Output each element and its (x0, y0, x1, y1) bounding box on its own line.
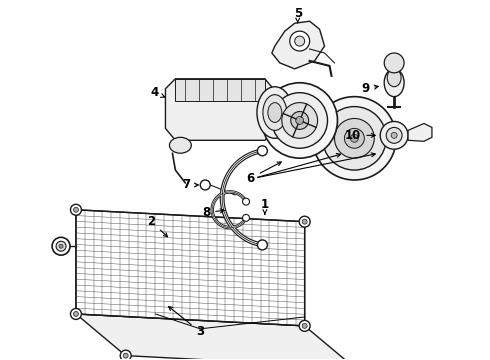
Text: 9: 9 (361, 82, 378, 95)
Circle shape (302, 323, 307, 328)
Circle shape (257, 240, 268, 250)
Text: 5: 5 (294, 7, 302, 23)
Text: 3: 3 (169, 307, 204, 338)
Circle shape (74, 311, 78, 316)
Circle shape (282, 103, 318, 138)
Circle shape (335, 118, 374, 158)
Circle shape (313, 96, 396, 180)
Circle shape (322, 107, 386, 170)
Ellipse shape (263, 95, 287, 130)
Circle shape (262, 83, 338, 158)
Circle shape (123, 353, 128, 358)
Circle shape (344, 129, 365, 148)
Polygon shape (76, 314, 354, 360)
Circle shape (299, 216, 310, 227)
Circle shape (74, 207, 78, 212)
Circle shape (391, 132, 397, 138)
Circle shape (299, 320, 310, 331)
Circle shape (295, 117, 304, 125)
Polygon shape (272, 21, 324, 69)
Circle shape (380, 121, 408, 149)
Polygon shape (76, 210, 305, 326)
Circle shape (291, 112, 309, 129)
Circle shape (257, 146, 268, 156)
Circle shape (294, 36, 305, 46)
Ellipse shape (170, 137, 191, 153)
Circle shape (243, 215, 249, 221)
Circle shape (56, 241, 66, 251)
Circle shape (59, 244, 63, 248)
Text: 7: 7 (182, 179, 198, 192)
Ellipse shape (384, 69, 404, 96)
Text: 8: 8 (202, 206, 224, 219)
Polygon shape (408, 123, 432, 141)
Circle shape (386, 127, 402, 143)
Ellipse shape (268, 103, 282, 122)
Circle shape (384, 53, 404, 73)
Circle shape (120, 350, 131, 360)
Circle shape (272, 93, 327, 148)
Text: 2: 2 (147, 215, 168, 237)
Ellipse shape (257, 87, 293, 138)
Circle shape (302, 219, 307, 224)
Text: 4: 4 (150, 86, 165, 99)
Text: 10: 10 (345, 129, 375, 142)
Text: 6: 6 (246, 162, 281, 185)
Polygon shape (166, 79, 275, 140)
Circle shape (290, 31, 310, 51)
Polygon shape (175, 79, 265, 100)
Circle shape (71, 204, 81, 215)
Circle shape (71, 309, 81, 319)
Circle shape (52, 237, 70, 255)
Circle shape (350, 134, 358, 142)
Text: 1: 1 (261, 198, 269, 214)
Circle shape (243, 198, 249, 205)
Ellipse shape (387, 69, 401, 87)
Circle shape (200, 180, 210, 190)
